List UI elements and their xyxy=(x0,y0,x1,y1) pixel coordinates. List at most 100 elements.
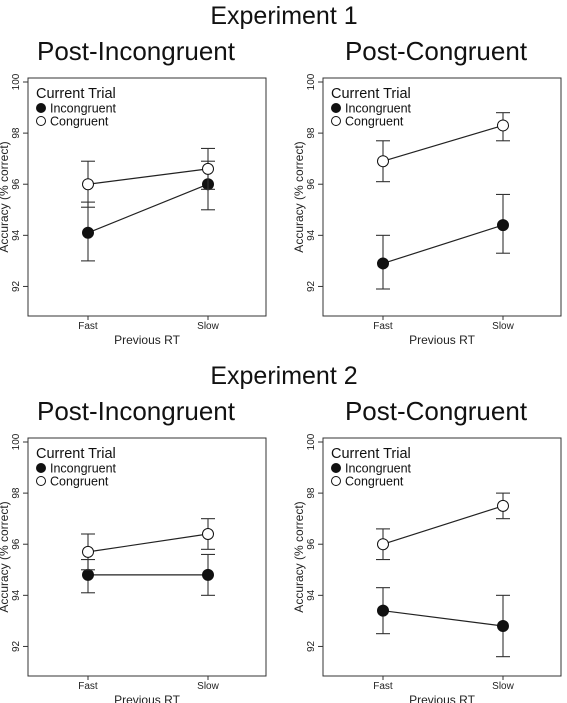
y-tick-label: 96 xyxy=(11,178,22,190)
y-tick-label: 96 xyxy=(306,538,317,550)
series-congruent xyxy=(376,112,510,183)
panel-title: Post-Incongruent xyxy=(37,396,236,426)
legend-label-incongruent: Incongruent xyxy=(345,462,412,476)
chart-panels: Post-Incongruent 92 94 96 98 100 Accuracy (% c… xyxy=(0,36,562,703)
y-tick-label: 96 xyxy=(11,538,22,550)
y-axis-label: Accuracy (% correct) xyxy=(292,141,306,252)
legend-marker-incongruent xyxy=(36,463,46,473)
y-tick-label: 92 xyxy=(11,640,22,652)
y-tick-label: 100 xyxy=(306,433,317,450)
legend-label-incongruent: Incongruent xyxy=(345,102,412,116)
data-point-congruent xyxy=(377,155,389,168)
data-point-incongruent xyxy=(497,219,509,232)
legend-marker-congruent xyxy=(36,116,46,126)
panel-title: Post-Congruent xyxy=(345,396,528,426)
data-point-congruent xyxy=(202,528,214,540)
y-tick-label: 96 xyxy=(306,178,317,190)
legend-marker-congruent xyxy=(331,476,341,486)
x-tick-label: Fast xyxy=(373,681,393,692)
y-tick-label: 92 xyxy=(306,640,317,652)
data-point-incongruent xyxy=(497,620,509,632)
data-point-congruent xyxy=(377,538,389,551)
y-tick-label: 100 xyxy=(11,433,22,450)
y-tick-label: 98 xyxy=(11,127,22,139)
y-tick-label: 98 xyxy=(306,127,317,139)
y-tick-label: 98 xyxy=(306,487,317,499)
data-point-congruent xyxy=(202,162,214,175)
legend-title: Current Trial xyxy=(36,86,116,102)
legend-label-congruent: Congruent xyxy=(345,475,404,489)
series-congruent xyxy=(81,518,215,571)
data-point-incongruent xyxy=(202,568,214,581)
x-tick-label: Fast xyxy=(373,321,393,332)
legend-title: Current Trial xyxy=(331,446,411,462)
series-congruent xyxy=(376,492,510,561)
series-line-incongruent xyxy=(382,610,504,627)
y-tick-label: 94 xyxy=(11,229,22,241)
x-tick-label: Slow xyxy=(197,321,219,332)
y-tick-label: 100 xyxy=(306,73,317,90)
plot-frame xyxy=(322,437,562,677)
x-axis-label: Previous RT xyxy=(409,333,475,347)
y-tick-label: 94 xyxy=(306,589,317,601)
data-point-incongruent xyxy=(82,226,94,239)
legend-marker-incongruent xyxy=(331,463,341,473)
series-incongruent xyxy=(81,553,215,596)
x-axis-label: Previous RT xyxy=(409,693,475,703)
data-point-congruent xyxy=(497,499,509,512)
series-line-congruent xyxy=(382,505,504,545)
x-tick-label: Slow xyxy=(492,321,514,332)
data-point-incongruent xyxy=(377,257,389,270)
y-tick-label: 98 xyxy=(11,487,22,499)
legend-label-incongruent: Incongruent xyxy=(50,462,117,476)
legend-label-congruent: Congruent xyxy=(50,115,109,129)
y-tick-label: 94 xyxy=(11,589,22,601)
y-tick-label: 94 xyxy=(306,229,317,241)
series-incongruent xyxy=(376,193,510,290)
x-tick-label: Slow xyxy=(492,681,514,692)
chart-panel-2: Post-Congruent 92 94 96 98 100 Accuracy (% cor… xyxy=(292,36,562,347)
experiment-1-title: Experiment 1 xyxy=(210,2,357,30)
series-incongruent xyxy=(376,587,510,658)
legend-marker-incongruent xyxy=(36,103,46,113)
x-axis-label: Previous RT xyxy=(114,333,180,347)
legend-title: Current Trial xyxy=(36,446,116,462)
plot-frame xyxy=(27,437,267,677)
legend-marker-congruent xyxy=(36,476,46,486)
series-line-congruent xyxy=(382,124,504,162)
panel-title: Post-Congruent xyxy=(345,36,528,66)
legend-label-congruent: Congruent xyxy=(345,115,404,129)
y-tick-label: 92 xyxy=(306,280,317,292)
legend-label-congruent: Congruent xyxy=(50,475,109,489)
series-line-incongruent xyxy=(87,183,209,234)
y-tick-label: 92 xyxy=(11,280,22,292)
chart-panel-1: Post-Incongruent 92 94 96 98 100 Accuracy (% c… xyxy=(0,36,267,347)
plot-frame xyxy=(322,77,562,317)
x-tick-label: Fast xyxy=(78,681,98,692)
data-point-congruent xyxy=(82,178,94,191)
plot-frame xyxy=(27,77,267,317)
data-point-incongruent xyxy=(82,568,94,581)
series-congruent xyxy=(81,147,215,208)
y-axis-label: Accuracy (% correct) xyxy=(292,501,306,612)
chart-panel-4: Post-Congruent 92 94 96 98 100 Accuracy (% cor… xyxy=(292,396,562,703)
x-axis-label: Previous RT xyxy=(114,693,180,703)
series-line-congruent xyxy=(87,533,209,553)
y-axis-label: Accuracy (% correct) xyxy=(0,141,11,252)
y-tick-label: 100 xyxy=(11,73,22,90)
legend-label-incongruent: Incongruent xyxy=(50,102,117,116)
series-line-congruent xyxy=(87,168,209,185)
series-line-incongruent xyxy=(382,224,504,265)
legend-title: Current Trial xyxy=(331,86,411,102)
panel-title: Post-Incongruent xyxy=(37,36,236,66)
data-point-congruent xyxy=(82,545,94,558)
data-point-congruent xyxy=(497,119,509,132)
x-tick-label: Fast xyxy=(78,321,98,332)
legend-marker-congruent xyxy=(331,116,341,126)
chart-panel-3: Post-Incongruent 92 94 96 98 100 Accuracy (% c… xyxy=(0,396,267,703)
